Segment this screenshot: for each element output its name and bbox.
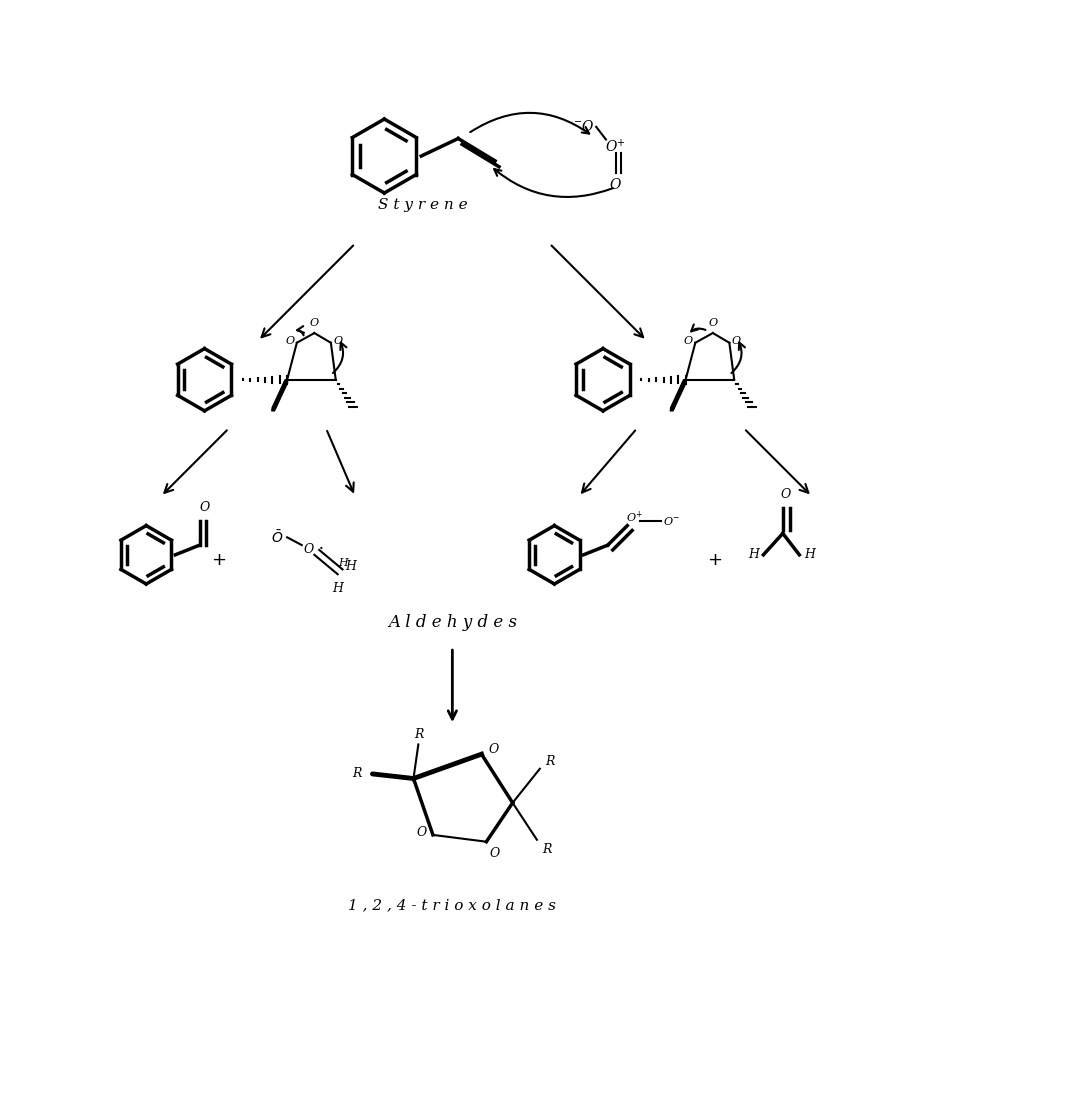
- Text: O: O: [489, 846, 499, 860]
- Text: R: R: [541, 843, 551, 856]
- Text: O$^{+}$: O$^{+}$: [626, 510, 643, 526]
- Text: H: H: [804, 549, 816, 562]
- Text: H: H: [345, 560, 356, 573]
- Polygon shape: [670, 380, 686, 411]
- Text: O: O: [781, 488, 790, 502]
- Text: $^{-}$O: $^{-}$O: [572, 119, 595, 135]
- Text: O: O: [708, 319, 718, 328]
- Text: +: +: [211, 551, 226, 568]
- Text: O: O: [333, 336, 342, 346]
- Text: O: O: [732, 336, 741, 346]
- Text: O: O: [200, 500, 209, 514]
- Text: O: O: [303, 543, 314, 556]
- Text: H: H: [337, 557, 347, 567]
- Text: A l d e h y d e s: A l d e h y d e s: [388, 614, 517, 632]
- Text: O: O: [488, 742, 499, 756]
- Text: O: O: [684, 336, 693, 346]
- Text: $^{\bullet}$: $^{\bullet}$: [318, 545, 324, 555]
- Text: O: O: [285, 336, 295, 346]
- Text: R: R: [545, 756, 554, 769]
- Text: $\bar{O}$: $\bar{O}$: [271, 529, 284, 545]
- Text: H: H: [332, 583, 343, 596]
- Text: O: O: [610, 178, 622, 193]
- Text: +: +: [707, 551, 722, 568]
- Text: O: O: [310, 319, 319, 328]
- Text: 1 , 2 , 4 - t r i o x o l a n e s: 1 , 2 , 4 - t r i o x o l a n e s: [348, 898, 556, 912]
- Text: R: R: [352, 768, 362, 780]
- Text: R: R: [414, 728, 424, 741]
- Text: H: H: [749, 549, 759, 562]
- Text: O$^{-}$: O$^{-}$: [662, 515, 679, 527]
- Polygon shape: [271, 380, 287, 411]
- Text: O: O: [417, 827, 426, 840]
- Text: S t y r e n e: S t y r e n e: [378, 198, 468, 211]
- Text: O$^{+}$: O$^{+}$: [606, 138, 626, 155]
